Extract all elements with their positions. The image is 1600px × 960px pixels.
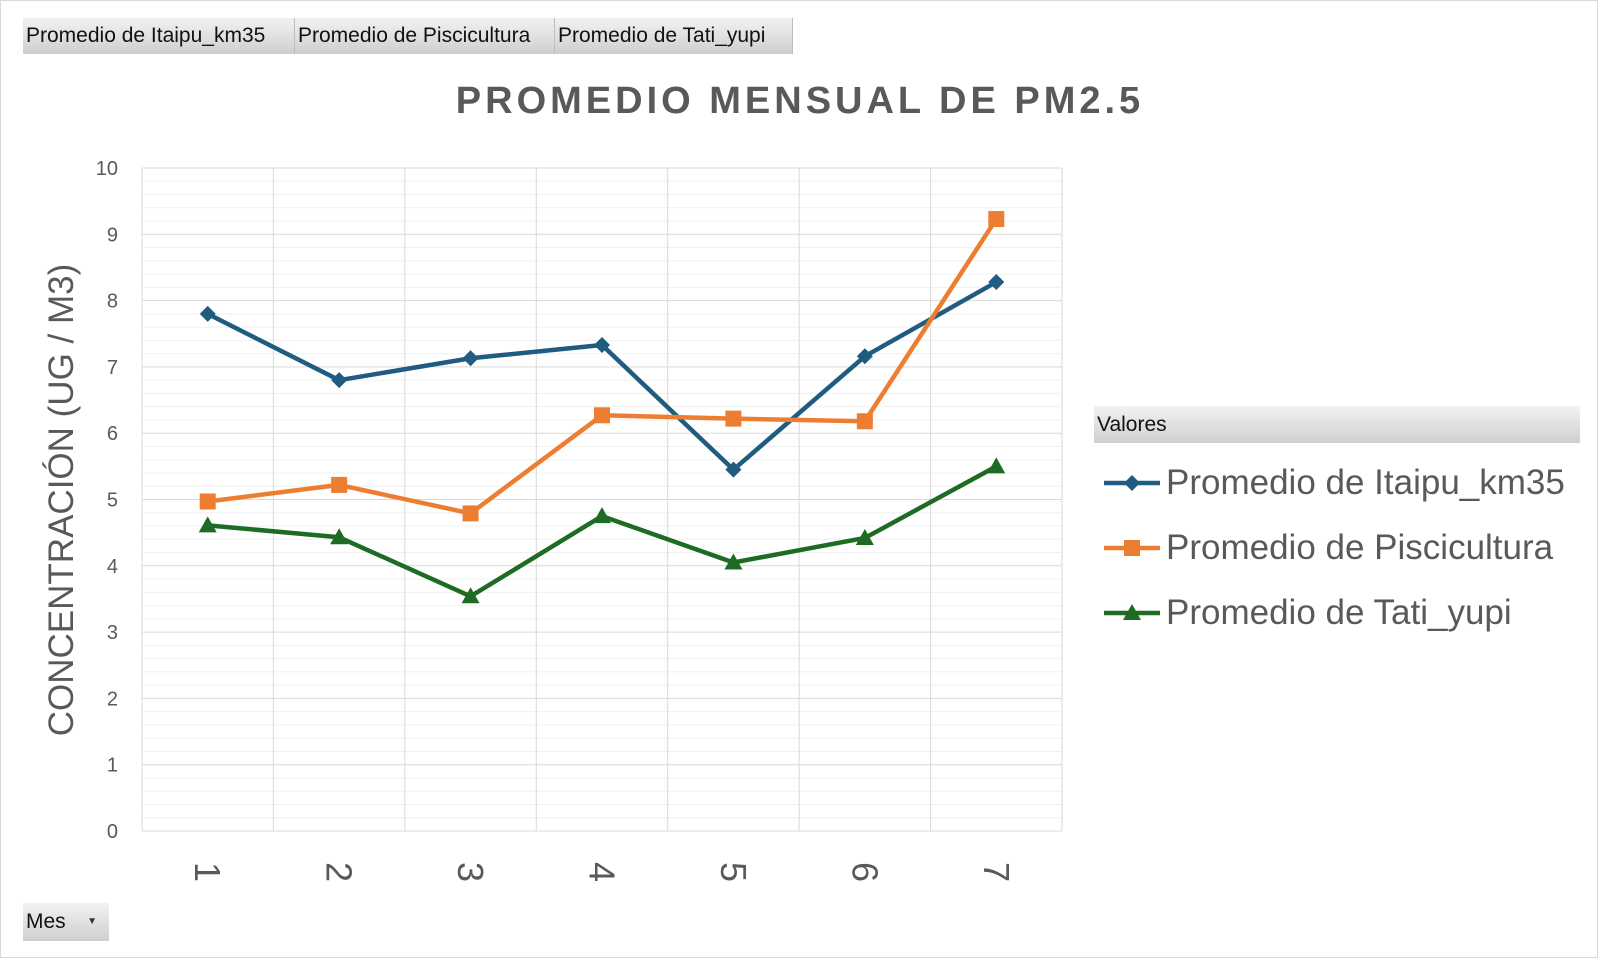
y-axis-ticks: 0 1 2 3 4 5 6 7 8 9 10 bbox=[96, 158, 118, 843]
y-tick-label: 7 bbox=[107, 357, 118, 379]
x-axis-ticks: 1 2 3 4 5 6 7 bbox=[187, 862, 1017, 882]
legend-marker[interactable] bbox=[1124, 474, 1140, 491]
x-tick-label: 5 bbox=[713, 862, 754, 882]
data-point-diamond[interactable] bbox=[725, 461, 742, 478]
data-point-diamond[interactable] bbox=[199, 305, 216, 322]
data-point-triangle[interactable] bbox=[198, 516, 217, 533]
data-point-triangle[interactable] bbox=[987, 457, 1006, 474]
value-field-buttons: Promedio de Itaipu_km35 Promedio de Pisc… bbox=[23, 18, 793, 54]
data-point-diamond[interactable] bbox=[988, 274, 1005, 291]
y-tick-label: 0 bbox=[107, 821, 118, 843]
data-point-diamond[interactable] bbox=[462, 350, 479, 367]
field-button-tati-yupi[interactable]: Promedio de Tati_yupi bbox=[555, 18, 793, 54]
y-tick-label: 9 bbox=[107, 224, 118, 246]
data-point-diamond[interactable] bbox=[856, 348, 873, 365]
data-point-diamond[interactable] bbox=[594, 337, 610, 354]
legend-item-1[interactable]: Promedio de Itaipu_km35 bbox=[1102, 450, 1565, 515]
x-tick-label: 4 bbox=[582, 862, 623, 882]
series-layer bbox=[198, 211, 1006, 604]
legend-marker[interactable] bbox=[1124, 539, 1140, 556]
legend-triangle-icon bbox=[1104, 603, 1160, 620]
field-button-itaipu[interactable]: Promedio de Itaipu_km35 bbox=[23, 18, 295, 54]
series-2 bbox=[199, 211, 1005, 522]
y-axis-title: CONCENTRACIÓN (UG / M3) bbox=[42, 264, 81, 737]
data-point-square[interactable] bbox=[856, 413, 873, 430]
data-point-triangle[interactable] bbox=[724, 553, 743, 570]
legend-diamond-icon bbox=[1104, 474, 1160, 491]
mes-filter-label: Mes bbox=[26, 910, 66, 933]
legend-title[interactable]: Valores bbox=[1094, 406, 1580, 443]
legend: Promedio de Itaipu_km35 Promedio de Pisci… bbox=[1102, 450, 1565, 645]
x-tick-label: 6 bbox=[844, 862, 885, 882]
data-point-square[interactable] bbox=[988, 211, 1005, 228]
series-1 bbox=[199, 274, 1005, 478]
y-tick-label: 8 bbox=[107, 291, 118, 313]
legend-label: Promedio de Itaipu_km35 bbox=[1166, 462, 1565, 502]
legend-label: Promedio de Tati_yupi bbox=[1166, 592, 1512, 632]
data-point-square[interactable] bbox=[462, 505, 479, 522]
y-tick-label: 3 bbox=[107, 622, 118, 644]
y-tick-label: 1 bbox=[107, 755, 118, 777]
chart-title: PROMEDIO MENSUAL DE PM2.5 bbox=[455, 80, 1145, 122]
vertical-gridlines bbox=[141, 168, 1063, 831]
legend-item-3[interactable]: Promedio de Tati_yupi bbox=[1102, 580, 1565, 645]
series-line[interactable] bbox=[206, 280, 998, 472]
y-tick-label: 6 bbox=[107, 423, 118, 445]
legend-square-icon bbox=[1104, 539, 1160, 556]
x-tick-label: 1 bbox=[187, 862, 228, 882]
data-point-square[interactable] bbox=[331, 476, 348, 493]
data-point-triangle[interactable] bbox=[855, 528, 874, 545]
data-point-square[interactable] bbox=[594, 407, 610, 424]
data-point-triangle[interactable] bbox=[330, 528, 349, 545]
legend-marker[interactable] bbox=[1123, 603, 1141, 620]
major-gridlines bbox=[142, 167, 1062, 832]
field-button-piscicultura[interactable]: Promedio de Piscicultura bbox=[295, 18, 555, 54]
x-tick-label: 3 bbox=[450, 862, 491, 882]
data-point-diamond[interactable] bbox=[331, 372, 348, 389]
mes-filter-button[interactable]: Mes ▼ bbox=[23, 903, 109, 941]
x-tick-label: 2 bbox=[319, 862, 360, 882]
data-point-square[interactable] bbox=[199, 493, 216, 510]
data-point-triangle[interactable] bbox=[461, 587, 480, 604]
y-tick-label: 2 bbox=[107, 688, 118, 710]
x-tick-label: 7 bbox=[976, 862, 1017, 882]
series-line[interactable] bbox=[207, 217, 999, 516]
series-3 bbox=[198, 457, 1006, 604]
y-tick-label: 5 bbox=[107, 490, 118, 512]
data-point-triangle[interactable] bbox=[593, 507, 611, 524]
dropdown-arrow-icon: ▼ bbox=[87, 916, 97, 927]
data-point-square[interactable] bbox=[725, 410, 742, 427]
legend-item-2[interactable]: Promedio de Piscicultura bbox=[1102, 515, 1565, 580]
legend-label: Promedio de Piscicultura bbox=[1166, 527, 1554, 567]
y-tick-label: 4 bbox=[107, 556, 118, 578]
y-tick-label: 10 bbox=[96, 158, 118, 180]
